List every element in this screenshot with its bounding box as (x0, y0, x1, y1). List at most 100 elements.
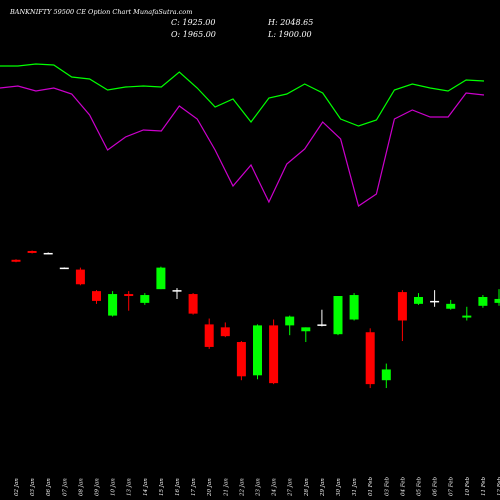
candle (430, 290, 440, 307)
candle (172, 288, 182, 299)
date-tick-label: 17 Jan (191, 478, 197, 496)
candle (204, 318, 214, 349)
candle (397, 290, 407, 342)
candle-body (253, 325, 262, 376)
candle-body (462, 315, 472, 318)
date-tick-label: 15 Jan (159, 478, 165, 496)
green-indicator-line (0, 63, 485, 127)
date-tick-label: 30 Jan (336, 478, 342, 496)
date-tick-label: 29 Jan (320, 478, 326, 497)
candle-body (140, 295, 150, 303)
date-tick-label: 09 Jan (95, 478, 101, 496)
candle (59, 267, 69, 270)
date-tick-label: 06 Feb (433, 476, 439, 496)
date-tick-label: 05 Feb (417, 476, 423, 496)
candle-body (59, 267, 69, 270)
indicator-lines (0, 63, 485, 207)
close-label: C: 1925.00 (171, 18, 215, 27)
candle (333, 296, 343, 336)
date-tick-label: 23 Jan (256, 478, 262, 497)
candle-body (269, 325, 279, 384)
date-tick-label: 08 Jan (78, 478, 84, 496)
date-tick-label: 04 Feb (400, 476, 406, 496)
candle-body (285, 316, 295, 326)
candle-body (349, 295, 359, 320)
candle (124, 291, 134, 311)
candle-body (188, 294, 198, 314)
chart-title: BANKNIFTY 59500 CE Option Chart MunafaSu… (9, 8, 192, 16)
date-tick-label: 16 Jan (175, 478, 181, 496)
candle-body (430, 300, 440, 303)
candle-body (301, 327, 311, 332)
date-tick-label: 03 Feb (384, 476, 390, 496)
candle-body (27, 250, 37, 253)
candle (236, 341, 246, 381)
candle-body (172, 290, 182, 292)
date-tick-label: 07 Jan (62, 478, 68, 496)
candle-body (478, 296, 488, 306)
date-tick-label: 20 Jan (207, 478, 213, 497)
candle-body (156, 267, 166, 290)
candle (285, 315, 295, 336)
candle-body (236, 342, 246, 377)
date-tick-label: 07 Feb (449, 476, 455, 496)
candle-body (43, 252, 53, 255)
candle (381, 363, 391, 389)
date-tick-label: 10 Jan (111, 478, 117, 496)
date-tick-label: 01 Feb (368, 476, 374, 496)
date-tick-label: 21 Jan (223, 478, 229, 497)
date-tick-label: 10 Feb (465, 476, 471, 496)
candle-body (92, 291, 101, 301)
candle-body (397, 292, 407, 321)
open-label: O: 1965.00 (171, 30, 216, 39)
date-tick-label: 13 Jan (127, 478, 133, 496)
date-tick-label: 03 Jan (30, 478, 36, 496)
candle-body (494, 298, 500, 303)
candle (269, 319, 279, 385)
date-tick-label: 12 Feb (497, 476, 500, 496)
candle-body (108, 294, 118, 316)
candle (349, 293, 359, 321)
candle (108, 291, 118, 317)
candle-body (365, 332, 375, 385)
candle (140, 293, 150, 305)
candle-body (220, 327, 230, 337)
candle (43, 252, 53, 255)
date-axis: 02 Jan 03 Jan 06 Jan 07 Jan 08 Jan 09 Jan 10 J… (14, 476, 500, 497)
candle-body (381, 369, 391, 381)
candle-body (204, 324, 214, 347)
date-tick-label: 02 Jan (14, 478, 20, 496)
candle (494, 289, 500, 306)
date-tick-label: 31 Jan (352, 478, 358, 496)
candle (220, 322, 230, 338)
candle (188, 293, 198, 315)
date-tick-label: 06 Jan (46, 478, 52, 496)
candle-body (446, 303, 456, 309)
date-tick-label: 28 Jan (304, 478, 310, 497)
candle (75, 267, 85, 286)
candle-body (414, 296, 423, 304)
candle (414, 293, 423, 305)
candle (478, 295, 488, 308)
candle-body (124, 294, 134, 297)
magenta-indicator-line (0, 85, 485, 207)
candle (446, 299, 456, 310)
candle (317, 309, 327, 327)
date-tick-label: 22 Jan (239, 478, 245, 497)
candle (11, 259, 21, 263)
candle (462, 306, 472, 321)
candle (27, 250, 37, 254)
low-label: L: 1900.00 (267, 30, 312, 39)
candle-body (317, 324, 327, 326)
date-tick-label: 14 Jan (143, 478, 149, 496)
candle (92, 290, 101, 304)
date-tick-label: 24 Jan (272, 478, 278, 497)
date-tick-label: 27 Jan (288, 478, 294, 497)
candle-body (11, 259, 21, 262)
candle (156, 266, 166, 290)
high-label: H: 2048.65 (267, 18, 313, 27)
candle-body (333, 296, 343, 335)
candle (365, 328, 375, 389)
